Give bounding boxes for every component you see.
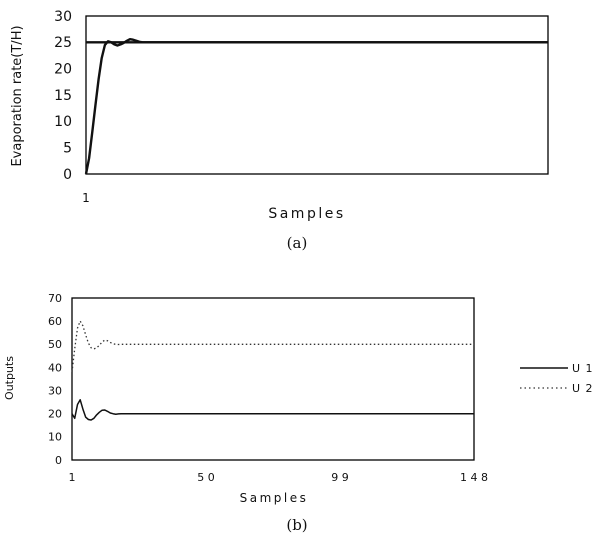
chart-a-x-tick-label: 1 [82,191,90,205]
chart-b-y-tick-labels: 0 10 20 30 40 50 60 70 [48,292,62,467]
chart-b-x-tick-label: 1 [69,471,76,484]
chart-b-x-tick-label: 1 4 8 [460,471,488,484]
chart-a-x-tick-labels: 1 [82,191,90,205]
chart-a-plot-frame [85,15,549,175]
chart-b-series [71,320,474,421]
chart-b-y-tick-label: 60 [48,315,62,328]
chart-b-y-tick-label: 70 [48,292,62,305]
chart-b-y-tick-label: 50 [48,338,62,351]
chart-a-y-tick-label: 25 [54,35,72,51]
chart-a-series [84,38,548,175]
chart-b-y-tick-label: 40 [48,361,62,374]
chart-a-y-tick-label: 30 [54,9,72,25]
chart-b-plot-frame [71,297,475,461]
chart-a-y-tick-label: 5 [63,141,72,157]
chart-b-y-tick-label: 20 [48,408,62,421]
chart-a-y-tick-label: 10 [54,114,72,130]
chart-a-y-tick-label: 20 [54,62,72,78]
chart-b-y-axis-title: Outputs [3,356,16,400]
chart-a-y-tick-label: 0 [63,167,72,183]
chart-b-y-tick-label: 0 [55,454,62,467]
chart-b-x-tick-labels: 1 5 0 9 9 1 4 8 [69,471,489,484]
chart-a-y-axis-title: Evaporation rate(T/H) [10,25,25,166]
chart-b-legend: U 1 U 2 [520,362,594,395]
legend-label-u1: U 1 [572,362,594,375]
chart-b-x-tick-label: 5 0 [197,471,215,484]
chart-a-series-line-1 [84,38,548,175]
chart-b-x-tick-label: 9 9 [331,471,349,484]
caption-b: (b) [286,516,307,534]
caption-a: (a) [287,234,308,252]
chart-b-y-tick-label: 10 [48,431,62,444]
chart-b-series-line-2 [71,320,474,373]
chart-b-y-tick-label: 30 [48,384,62,397]
chart-b-x-axis-title: Samples [240,491,309,505]
chart-a-y-tick-label: 15 [54,88,72,104]
chart-b-series-line-1 [71,399,474,421]
chart-b: 0 10 20 30 40 50 60 70 1 5 0 9 9 1 4 8 Samples Out… [3,292,594,534]
legend-label-u2: U 2 [572,382,594,395]
chart-a: 0 5 10 15 20 25 30 1 Samples Evaporation rate(… [10,9,549,252]
chart-a-y-tick-labels: 0 5 10 15 20 25 30 [54,9,72,183]
chart-a-x-axis-title: Samples [268,206,345,222]
